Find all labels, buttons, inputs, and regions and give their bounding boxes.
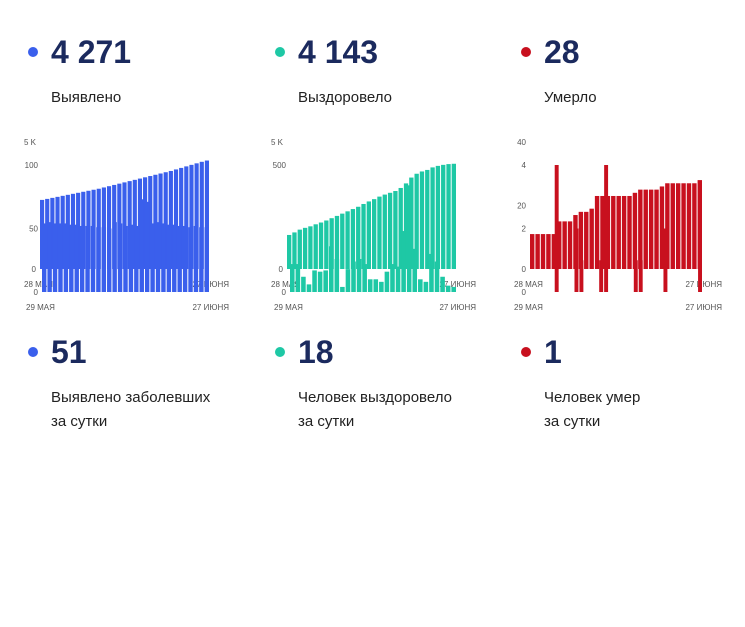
stat-value: 28 xyxy=(544,34,580,70)
series-dot-icon xyxy=(28,47,38,57)
stat-label-line: Умерло xyxy=(544,89,597,106)
stat-label-line: за сутки xyxy=(544,413,601,430)
series-dot-icon xyxy=(275,47,285,57)
stat-label-line: Человек выздоровело xyxy=(298,389,452,406)
stat-label-line: Выздоровело xyxy=(298,89,393,106)
stat-label-line: за сутки xyxy=(298,413,355,430)
series-dot-icon xyxy=(521,347,531,357)
stat-label-line: Выявлено xyxy=(51,89,122,106)
stat-label-line: Человек умер xyxy=(544,389,641,406)
stat-panel: 4 143 Выздоровело xyxy=(247,0,487,300)
series-dot-icon xyxy=(275,347,285,357)
series-dot-icon xyxy=(521,47,531,57)
stat-value: 18 xyxy=(298,334,334,370)
stat-value: 51 xyxy=(51,334,87,370)
stat-value: 4 143 xyxy=(298,34,379,70)
stat-label: Человек умер за сутки xyxy=(544,386,640,434)
stat-panel: 28 Умерло xyxy=(493,0,733,300)
stat-panel: 51 Выявлено заболевших за сутки xyxy=(0,300,240,600)
stat-label: Выявлено заболевших за сутки xyxy=(51,386,210,434)
stat-label: Умерло xyxy=(544,86,597,110)
series-dot-icon xyxy=(28,347,38,357)
stat-panel: 4 271 Выявлено xyxy=(0,0,240,300)
stat-label: Человек выздоровело за сутки xyxy=(298,386,452,434)
stat-value: 1 xyxy=(544,334,562,370)
stat-label: Выявлено xyxy=(51,86,121,110)
stat-panel: 18 Человек выздоровело за сутки xyxy=(247,300,487,600)
stat-value: 4 271 xyxy=(51,34,132,70)
stat-label-line: за сутки xyxy=(51,413,108,430)
stat-label: Выздоровело xyxy=(298,86,392,110)
stat-panel: 1 Человек умер за сутки xyxy=(493,300,733,600)
stat-label-line: Выявлено заболевших xyxy=(51,389,211,406)
